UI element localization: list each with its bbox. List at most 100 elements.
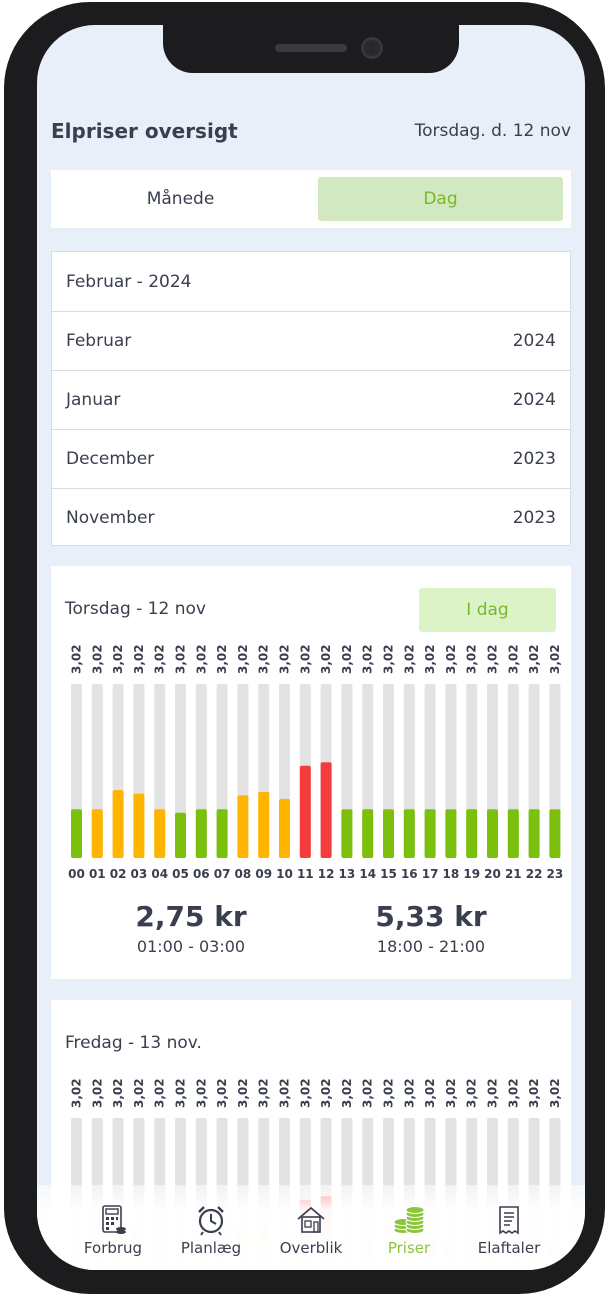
today-title: Torsdag - 12 nov [65, 599, 206, 619]
price-bar [424, 809, 436, 858]
hour-label: 07 [214, 867, 231, 881]
price-bar [487, 809, 498, 858]
bar-value-label: 3,02 [402, 1078, 416, 1108]
bar-value-label: 3,02 [361, 644, 375, 674]
bar-value-label: 3,02 [444, 644, 458, 674]
today-price-card: Torsdag - 12 nov I dag 3,02 00 3,02 01 3,02 0… [51, 566, 571, 979]
bottom-nav: Forbrug Planlæg Overblik [37, 1203, 585, 1270]
hour-label: 03 [131, 867, 148, 881]
tab-day[interactable]: Dag [318, 177, 563, 221]
bar-value-label: 3,02 [90, 644, 104, 674]
lowest-price-time: 01:00 - 03:00 [136, 937, 246, 956]
bar-value-label: 3,02 [548, 644, 562, 674]
price-bar [112, 790, 124, 858]
bar-value-label: 3,02 [257, 644, 271, 674]
nav-label: Overblik [279, 1239, 343, 1257]
month-name: November [66, 508, 155, 528]
hour-label: 21 [505, 867, 522, 881]
hour-label: 00 [68, 867, 85, 881]
hour-label: 02 [110, 867, 127, 881]
hour-label: 06 [193, 867, 210, 881]
price-bar [279, 798, 290, 858]
month-row[interactable]: November 2023 [52, 488, 570, 547]
bar-value-label: 3,02 [70, 1078, 84, 1108]
nav-priser[interactable]: Priser [359, 1203, 459, 1257]
month-year: 2024 [512, 331, 556, 351]
speaker [275, 44, 347, 52]
phone-frame: Elpriser oversigt Torsdag. d. 12 nov Mån… [4, 2, 605, 1294]
tab-month[interactable]: Månede [146, 189, 215, 209]
price-bar [154, 809, 166, 858]
hour-label: 18 [443, 867, 460, 881]
highest-price-time: 18:00 - 21:00 [376, 937, 486, 956]
bar-value-label: 3,02 [486, 1078, 500, 1108]
bar-value-label: 3,02 [465, 1078, 479, 1108]
price-bar [341, 809, 353, 858]
bar-value-label: 3,02 [236, 644, 250, 674]
bar-value-label: 3,02 [423, 1078, 437, 1108]
hour-label: 10 [276, 867, 293, 881]
coins-icon [393, 1206, 425, 1234]
nav-planlaeg[interactable]: Planlæg [161, 1203, 261, 1257]
current-date: Torsdag. d. 12 nov [414, 121, 571, 141]
price-bar [320, 762, 332, 858]
nav-label: Elaftaler [477, 1239, 541, 1257]
nav-overblik[interactable]: Overblik [261, 1203, 361, 1257]
receipt-icon [499, 1206, 519, 1235]
bar-value-label: 3,02 [215, 644, 229, 674]
bar-value-label: 3,02 [194, 1078, 208, 1108]
price-bar [362, 809, 374, 858]
bar-value-label: 3,02 [174, 1078, 188, 1108]
camera [361, 37, 383, 59]
bar-value-label: 3,02 [444, 1078, 458, 1108]
bar-value-label: 3,02 [111, 644, 125, 674]
hour-label: 09 [255, 867, 272, 881]
mute-switch [4, 196, 10, 242]
hour-label: 15 [380, 867, 397, 881]
month-list-header[interactable]: Februar - 2024 [52, 252, 570, 311]
bar-value-label: 3,02 [215, 1078, 229, 1108]
tomorrow-title: Fredag - 13 nov. [65, 1033, 202, 1053]
bar-value-label: 3,02 [506, 1078, 520, 1108]
month-list-title: Februar - 2024 [66, 271, 192, 292]
hour-label: 14 [359, 867, 376, 881]
month-year: 2024 [512, 390, 556, 410]
hour-label: 19 [463, 867, 480, 881]
bar-value-label: 3,02 [527, 644, 541, 674]
hour-label: 04 [151, 867, 168, 881]
bar-value-label: 3,02 [257, 1078, 271, 1108]
screen: Elpriser oversigt Torsdag. d. 12 nov Mån… [37, 25, 585, 1270]
highest-price: 5,33 kr 18:00 - 21:00 [331, 900, 531, 956]
price-bar [258, 791, 270, 858]
bar-value-label: 3,02 [319, 1078, 333, 1108]
hour-label: 05 [172, 867, 189, 881]
month-row[interactable]: December 2023 [52, 429, 570, 488]
hour-label: 08 [235, 867, 252, 881]
nav-elaftaler[interactable]: Elaftaler [459, 1203, 559, 1257]
price-bar [528, 809, 540, 858]
today-button[interactable]: I dag [419, 588, 556, 632]
hour-label: 22 [526, 867, 543, 881]
price-bar [466, 809, 478, 858]
price-bar [403, 809, 415, 858]
nav-forbrug[interactable]: Forbrug [63, 1203, 163, 1257]
bar-value-label: 3,02 [382, 1078, 396, 1108]
bar-value-label: 3,02 [361, 1078, 375, 1108]
bar-value-label: 3,02 [465, 644, 479, 674]
price-bar [549, 809, 561, 858]
hour-label: 17 [422, 867, 439, 881]
notch [163, 25, 459, 73]
month-row[interactable]: Januar 2024 [52, 370, 570, 429]
bar-value-label: 3,02 [319, 644, 333, 674]
price-bar [445, 809, 457, 858]
alarm-clock-icon [198, 1206, 224, 1236]
header: Elpriser oversigt Torsdag. d. 12 nov [51, 119, 571, 145]
price-bar [71, 809, 82, 858]
month-year: 2023 [512, 449, 556, 469]
calculator-icon [102, 1205, 126, 1234]
month-row[interactable]: Februar 2024 [52, 311, 570, 370]
bar-value-label: 3,02 [506, 644, 520, 674]
lowest-price: 2,75 kr 01:00 - 03:00 [91, 900, 291, 956]
bar-value-label: 3,02 [278, 644, 292, 674]
bar-value-label: 3,02 [90, 1078, 104, 1108]
